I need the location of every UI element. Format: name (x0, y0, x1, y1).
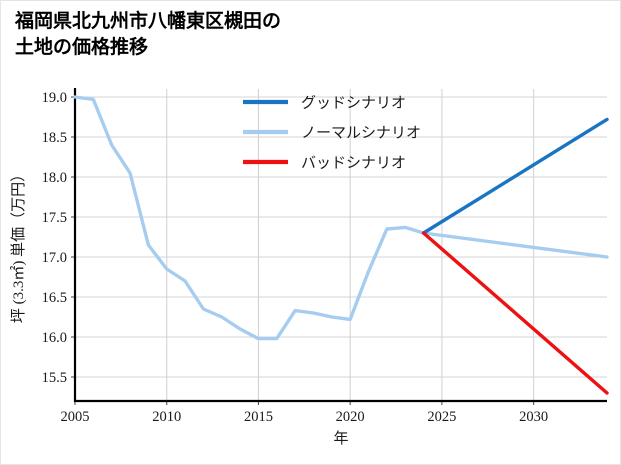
x-tick-label: 2015 (244, 409, 273, 425)
x-tick-label: 2025 (427, 409, 456, 425)
x-tick-labels: 2005 2010 2015 2020 2025 2030 (61, 401, 548, 425)
page-title: 福岡県北九州市八幡東区槻田の 土地の価格推移 (15, 11, 282, 59)
x-tick-label: 2020 (336, 409, 365, 425)
x-tick-label: 2030 (519, 409, 548, 425)
x-tick-label: 2010 (152, 409, 181, 425)
y-tick-label: 16.5 (42, 290, 67, 306)
y-tick-labels: 19.0 18.5 18.0 17.5 17.0 16.5 16.0 15.5 (42, 90, 75, 386)
x-tick-label: 2005 (61, 409, 90, 425)
y-tick-label: 16.0 (42, 330, 67, 346)
legend-label: グッドシナリオ (301, 95, 406, 112)
legend-label: バッドシナリオ (301, 156, 406, 172)
y-tick-label: 18.5 (42, 130, 67, 146)
x-axis-title: 年 (333, 430, 348, 447)
legend-label: ノーマルシナリオ (301, 126, 421, 142)
y-tick-label: 19.0 (42, 90, 67, 106)
y-tick-label: 18.0 (42, 170, 67, 186)
y-axis-title: 坪 (3.3㎡) 単価（万円） (10, 167, 27, 323)
series-line-バッドシナリオ (421, 231, 609, 395)
series-lines (73, 95, 609, 395)
axis-titles: 年 坪 (3.3㎡) 単価（万円） (10, 167, 349, 447)
y-tick-label: 17.0 (42, 250, 67, 266)
gridlines (74, 89, 607, 401)
y-tick-label: 15.5 (42, 370, 67, 386)
plot-spines (73, 88, 607, 403)
y-tick-label: 17.5 (42, 210, 67, 226)
series-line-ノーマルシナリオ (73, 95, 609, 341)
series-line-グッドシナリオ (421, 117, 609, 235)
